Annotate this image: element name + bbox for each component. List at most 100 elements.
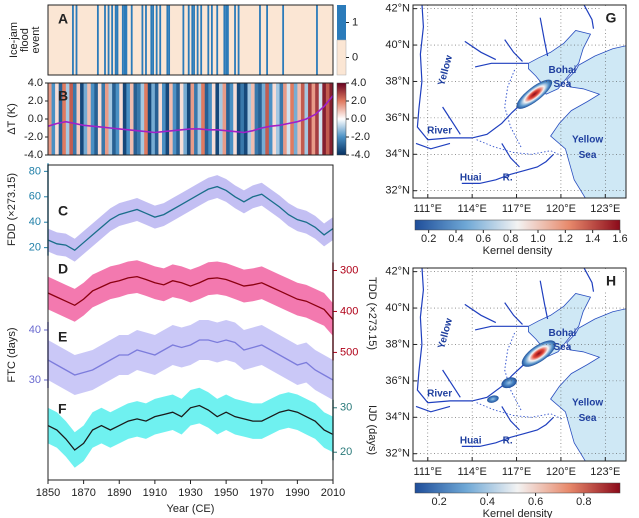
y-tick-label: 34°N — [385, 411, 410, 423]
colorbar — [414, 219, 621, 231]
event-stripe — [166, 5, 169, 75]
event-stripe — [125, 5, 128, 75]
map-label: Huai — [460, 173, 482, 184]
temperature-stripe — [283, 83, 287, 155]
map-frame — [412, 267, 627, 462]
x-tick-label: 2010 — [321, 487, 345, 499]
temperature-stripe — [87, 83, 92, 155]
panel-letter: E — [58, 329, 67, 345]
colorbar-tick-label: 2.0 — [351, 95, 366, 107]
temperature-stripe — [186, 83, 191, 155]
temperature-stripe — [293, 83, 298, 155]
x-tick-label: 123°E — [590, 466, 620, 478]
y-tick-label: 500 — [340, 346, 358, 358]
colorbar-tick-label: 1.6 — [612, 233, 627, 245]
map-label: Sea — [579, 150, 597, 161]
temperature-stripe — [290, 83, 295, 155]
colorbar-tick-label: -2.0 — [351, 131, 370, 143]
temperature-stripe — [55, 83, 59, 155]
y-tick-label: 32°N — [385, 448, 410, 460]
temperature-stripe — [276, 83, 280, 155]
y-tick-label: -4.0 — [24, 149, 43, 161]
y-tick-label: 300 — [340, 264, 358, 276]
panel-background — [48, 5, 333, 75]
river — [474, 325, 529, 331]
y-tick-label: 20 — [29, 242, 41, 254]
y-axis-label: TDD (×273.15) — [366, 277, 378, 350]
map-label: River — [427, 388, 452, 399]
map-label: R. — [503, 173, 513, 184]
panel-letter: C — [58, 203, 68, 219]
series-line — [48, 275, 333, 321]
temperature-stripe — [122, 83, 127, 155]
colorbar-tick-label: 1.2 — [558, 233, 573, 245]
temperature-stripe — [101, 83, 106, 155]
temperature-stripe — [219, 83, 223, 155]
temperature-stripe — [176, 83, 181, 155]
stripes-group — [48, 5, 333, 75]
panel-letter: F — [58, 401, 67, 417]
colorbar-tick-label: -4.0 — [351, 149, 370, 161]
series-line — [48, 404, 333, 451]
colorbar-tick-label: 1.4 — [585, 233, 600, 245]
colorbar — [336, 82, 347, 156]
x-tick-label: 123°E — [590, 203, 620, 215]
density-hotspot — [516, 79, 553, 109]
colorbar-tick-label: 0.8 — [503, 233, 518, 245]
y-tick-label: 36°N — [385, 375, 410, 387]
temperature-stripe — [190, 83, 195, 155]
temperature-stripe — [129, 83, 134, 155]
x-tick-label: 117°E — [502, 203, 531, 215]
y-tick-label: 34°N — [385, 148, 410, 160]
x-axis-label: Year (CE) — [167, 503, 215, 515]
y-tick-label: 2.0 — [28, 95, 43, 107]
temperature-stripe — [247, 83, 252, 155]
density-hotspot — [487, 395, 499, 403]
event-stripe — [237, 5, 240, 75]
event-stripe — [216, 5, 219, 75]
temperature-stripe — [105, 83, 109, 155]
temperature-stripe — [151, 83, 156, 155]
temperature-stripe — [311, 83, 316, 155]
temperature-stripe — [112, 83, 116, 155]
series-line — [48, 185, 333, 251]
y-tick-label: 42°N — [385, 266, 410, 278]
colorbar-tick-label: 0.6 — [476, 233, 491, 245]
event-stripe — [193, 5, 195, 75]
event-stripe — [316, 5, 318, 75]
colorbar-block — [337, 5, 346, 40]
temperature-stripe — [97, 83, 102, 155]
panel-letter: A — [58, 11, 68, 27]
event-stripe — [266, 5, 268, 75]
y-axis-label: FTC (days) — [6, 328, 18, 383]
event-stripe — [182, 5, 185, 75]
y-tick-label: 40 — [29, 324, 41, 336]
temperature-stripe — [51, 83, 56, 155]
temperature-stripe — [333, 83, 337, 155]
temperature-stripe — [83, 83, 88, 155]
x-tick-label: 1910 — [143, 487, 167, 499]
river — [583, 5, 595, 29]
temperature-stripe — [254, 83, 259, 155]
event-stripe — [130, 5, 133, 75]
temperature-stripe — [297, 83, 302, 155]
canal — [504, 331, 522, 411]
series-group — [48, 175, 333, 468]
temperature-stripe — [115, 83, 120, 155]
river — [416, 268, 547, 404]
temperature-stripe — [179, 83, 184, 155]
temperature-stripe — [169, 83, 173, 155]
x-tick-label: 1870 — [71, 487, 95, 499]
letter-box — [601, 271, 621, 291]
yellow-sea — [550, 308, 626, 461]
colorbar-tick-label: 1.0 — [530, 233, 545, 245]
event-stripe — [141, 5, 144, 75]
map-label: Yellow — [572, 134, 603, 145]
colorbar-label: Kernel density — [483, 245, 553, 257]
temperature-stripe — [72, 83, 77, 155]
colorbar-tick-label: 0.6 — [528, 496, 543, 508]
panel-letter: B — [58, 88, 68, 104]
river — [461, 153, 554, 184]
x-tick-label: 1890 — [107, 487, 131, 499]
colorbar-label: Kernel density — [483, 508, 553, 518]
